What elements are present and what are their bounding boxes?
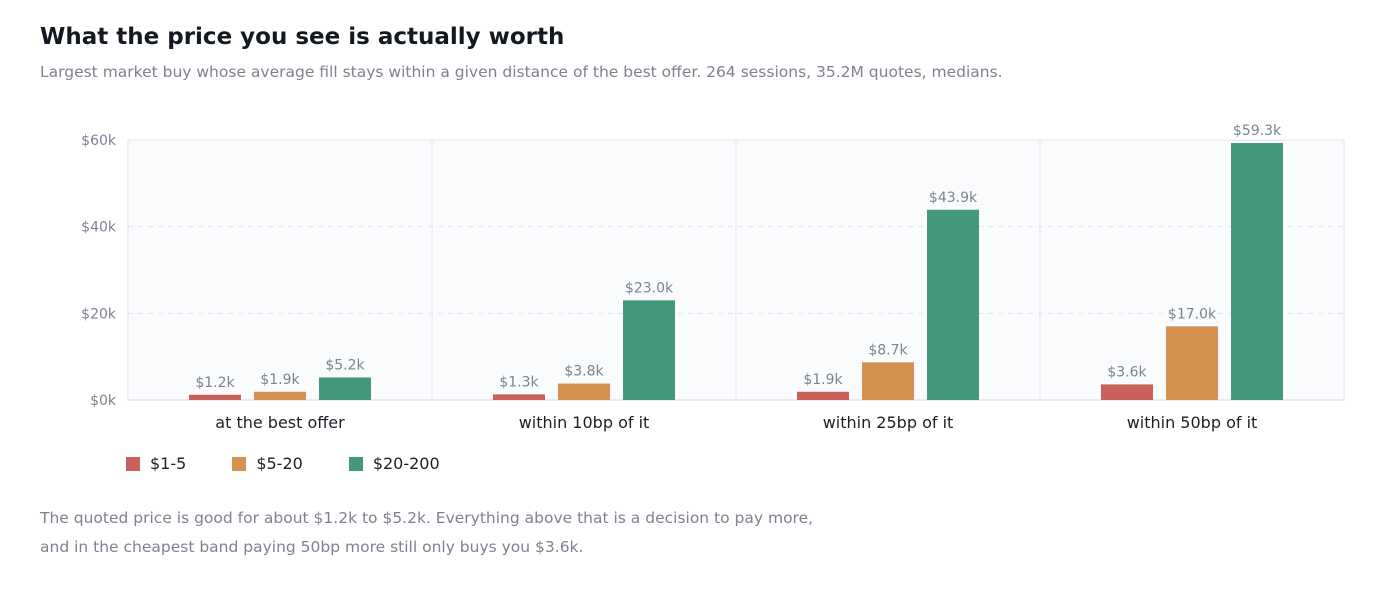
data-label: $1.9k [803,372,843,388]
data-label: $1.3k [499,374,539,390]
y-tick-label: $40k [81,220,117,236]
bar [1166,326,1218,400]
data-label: $59.3k [1233,123,1282,139]
data-label: $3.6k [1107,364,1147,380]
bar [623,300,675,400]
y-tick-label: $60k [81,133,117,149]
x-category-label: within 25bp of it [823,413,954,432]
chart-title: What the price you see is actually worth [40,24,565,50]
data-label: $43.9k [929,190,978,206]
chart-subtitle: Largest market buy whose average fill st… [40,63,1003,81]
bar [797,391,849,400]
x-category-label: within 10bp of it [519,413,650,432]
footnote-line-2: and in the cheapest band paying 50bp mor… [40,538,584,556]
bar [189,394,241,400]
legend-label: $1-5 [150,454,187,473]
x-category-label: within 50bp of it [1127,413,1258,432]
data-label: $8.7k [868,342,908,358]
bar [1101,384,1153,400]
bar-chart: $0k $20k $40k $60k $1.2k $1.9k $5.2k at the bes… [81,123,1345,432]
legend-item: $20-200 [348,454,440,473]
legend: $1-5 $5-20 $20-200 [126,454,486,473]
bar [927,209,979,400]
legend-item: $5-20 [232,454,303,473]
legend-swatch [126,456,140,471]
bar [493,394,545,400]
data-label: $23.0k [625,280,674,296]
data-label: $1.9k [260,372,300,388]
data-label: $5.2k [325,357,365,373]
data-label: $3.8k [564,364,604,380]
footnote-line-1: The quoted price is good for about $1.2k… [40,509,814,527]
legend-swatch [232,456,247,471]
bar [319,377,371,400]
y-tick-label: $20k [81,306,117,322]
y-tick-label: $0k [90,393,117,409]
bar [862,362,914,400]
bar [558,383,610,400]
legend-swatch [348,456,363,471]
x-category-label: at the best offer [215,413,345,432]
bar [254,391,306,400]
legend-item: $1-5 [126,454,186,473]
data-label: $17.0k [1168,306,1217,322]
legend-label: $5-20 [256,454,303,473]
legend-label: $20-200 [372,454,440,473]
data-label: $1.2k [195,375,235,391]
footnote: The quoted price is good for about $1.2k… [40,504,813,562]
bar [1231,143,1283,401]
